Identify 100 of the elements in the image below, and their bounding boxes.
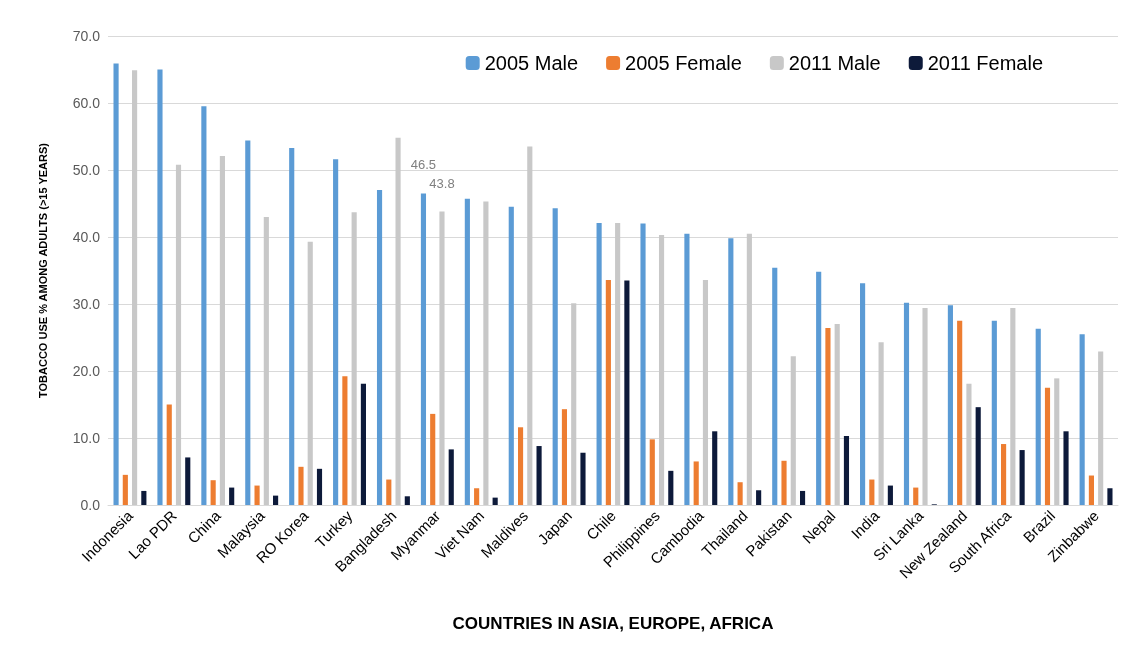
text: 40.0 <box>72 229 100 245</box>
bar <box>157 69 163 505</box>
text: 10.0 <box>72 430 100 446</box>
bar <box>113 63 119 505</box>
bar <box>404 496 410 505</box>
bar <box>834 324 840 505</box>
bar <box>737 482 743 505</box>
bar <box>1035 328 1041 505</box>
bar <box>386 479 392 505</box>
bar <box>684 233 690 505</box>
bar <box>913 487 919 505</box>
bar <box>1010 308 1016 505</box>
x-axis-title: COUNTRIES IN ASIA, EUROPE, AFRICA <box>452 614 774 633</box>
bar <box>702 279 709 505</box>
bar <box>1088 475 1094 505</box>
data-label: 43.8 <box>429 175 455 191</box>
bar <box>991 320 997 505</box>
bar <box>298 466 304 505</box>
bar <box>640 223 646 505</box>
legend-label: 2005 Male <box>484 52 579 74</box>
bar <box>825 328 831 505</box>
text: 50.0 <box>72 162 100 178</box>
bar <box>175 164 182 505</box>
bar <box>1107 488 1113 505</box>
bar <box>360 383 366 505</box>
bar <box>887 485 893 505</box>
bar <box>756 490 762 505</box>
bar <box>903 302 910 505</box>
bar <box>483 201 489 505</box>
bar <box>957 320 963 505</box>
bar <box>843 435 850 505</box>
bar <box>922 308 928 505</box>
bar <box>668 470 674 505</box>
bar <box>966 383 972 505</box>
bar <box>289 147 295 505</box>
legend-label: 2011 Male <box>788 52 881 74</box>
bar <box>351 212 357 505</box>
bar <box>430 413 436 505</box>
text: 70.0 <box>72 28 100 44</box>
bar <box>624 280 630 505</box>
bar <box>132 70 138 505</box>
y-axis-title: TOBACCO USE % AMONG ADULTS (>15 YEARS) <box>36 142 49 398</box>
bar <box>448 449 454 505</box>
bar <box>263 216 269 505</box>
bar <box>210 480 216 505</box>
bar <box>245 140 251 505</box>
bar <box>141 490 147 505</box>
bar <box>571 303 577 505</box>
bar <box>746 233 752 505</box>
bar <box>1019 450 1025 505</box>
bar <box>1054 378 1060 505</box>
bar <box>1001 444 1007 505</box>
bar <box>527 146 533 505</box>
bar <box>492 497 498 505</box>
bar <box>561 409 568 505</box>
bar <box>869 479 875 505</box>
bar <box>219 155 225 505</box>
bar <box>712 431 718 505</box>
text: 20.0 <box>72 363 100 379</box>
bar <box>615 222 621 505</box>
text: 0.0 <box>80 497 100 513</box>
bar <box>799 490 806 505</box>
bar <box>1079 334 1085 505</box>
text: 60.0 <box>72 95 100 111</box>
bar <box>333 159 339 505</box>
bar <box>1098 351 1104 505</box>
bar <box>420 193 427 505</box>
bar <box>728 238 734 505</box>
bar <box>596 222 602 505</box>
bar <box>273 495 279 505</box>
bar <box>395 137 401 505</box>
bar <box>649 439 655 505</box>
bar <box>860 283 866 505</box>
bar <box>122 474 128 505</box>
data-label: 46.5 <box>410 157 437 173</box>
bar <box>781 460 787 505</box>
bar <box>772 267 778 505</box>
bar <box>201 106 207 505</box>
bar <box>658 234 665 505</box>
bar <box>342 376 348 505</box>
bar <box>508 206 514 505</box>
legend-label: 2011 Female <box>927 52 1044 74</box>
bar <box>376 190 383 505</box>
bar <box>693 461 699 505</box>
bar <box>790 356 796 505</box>
bar <box>816 271 822 505</box>
bar <box>166 404 172 505</box>
bar <box>1063 431 1069 505</box>
legend-label: 2005 Female <box>625 52 742 74</box>
bar <box>185 457 191 505</box>
bar <box>464 198 470 505</box>
bar <box>605 279 611 505</box>
bar <box>975 407 981 505</box>
bar <box>947 305 953 505</box>
bar <box>1044 387 1051 505</box>
bar <box>552 208 558 505</box>
bar <box>316 468 323 505</box>
bar <box>254 485 260 505</box>
bar <box>474 488 480 505</box>
bar <box>439 211 445 505</box>
